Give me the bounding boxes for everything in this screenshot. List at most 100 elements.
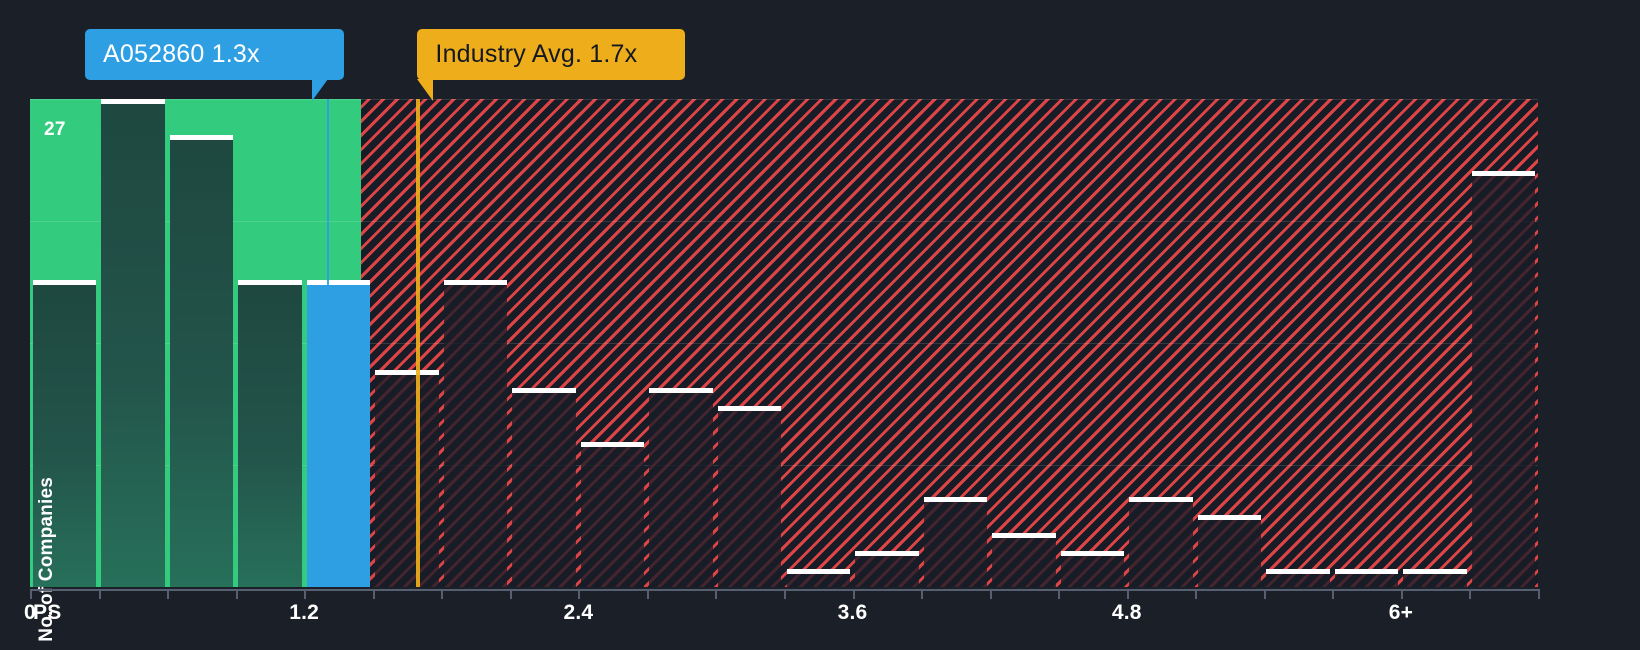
bar-body xyxy=(855,555,919,587)
company-callout-tail xyxy=(312,79,329,101)
bar-body xyxy=(717,411,782,587)
x-axis-tick xyxy=(1469,589,1472,599)
x-axis-tick xyxy=(1195,589,1198,599)
histogram-bar[interactable] xyxy=(649,388,713,587)
bar-cap xyxy=(1060,550,1125,556)
histogram-bar[interactable] xyxy=(1334,568,1399,587)
bar-body xyxy=(786,573,851,587)
bar-cap xyxy=(375,370,439,376)
bar-body xyxy=(580,447,645,587)
x-axis-tick xyxy=(1058,589,1061,599)
x-axis-tick xyxy=(509,589,512,599)
histogram-bar[interactable] xyxy=(855,550,919,587)
x-axis-tick xyxy=(1538,589,1540,599)
company-callout[interactable]: A052860 1.3x xyxy=(85,29,345,80)
bar-body xyxy=(1334,573,1399,587)
bar-cap xyxy=(923,496,988,502)
histogram-bar[interactable] xyxy=(1266,568,1330,587)
bar-cap xyxy=(580,442,645,448)
bar-cap xyxy=(238,279,302,285)
x-axis-tick-label: 4.8 xyxy=(1111,601,1142,624)
x-axis-tick xyxy=(578,589,581,599)
bar-cap xyxy=(1266,568,1330,574)
bar-cap xyxy=(169,135,234,141)
bar-cap xyxy=(101,99,165,104)
histogram-bar[interactable] xyxy=(101,99,165,587)
bar-body xyxy=(169,140,234,587)
x-axis-tick xyxy=(1263,589,1266,599)
x-axis-tick-label: 0 xyxy=(24,601,36,624)
histogram-bar[interactable] xyxy=(923,496,988,587)
bar-body xyxy=(1403,573,1467,587)
overvalued-zone xyxy=(361,99,1538,587)
x-axis-tick xyxy=(304,589,307,599)
histogram-bar[interactable] xyxy=(238,279,302,587)
bar-cap xyxy=(306,279,371,285)
bar-body xyxy=(649,393,713,587)
plot-area xyxy=(30,99,1538,587)
bar-cap xyxy=(1403,568,1467,574)
bar-cap xyxy=(32,279,97,285)
bar-cap xyxy=(1129,496,1193,502)
histogram-bar[interactable] xyxy=(1060,550,1125,587)
bar-cap xyxy=(649,388,713,394)
bar-body xyxy=(923,501,988,587)
x-axis-tick xyxy=(441,589,444,599)
x-axis-tick xyxy=(30,589,32,599)
x-axis-tick xyxy=(235,589,238,599)
bar-cap xyxy=(992,532,1056,538)
industry-callout-tail xyxy=(417,79,434,101)
industry-average-line xyxy=(416,99,421,587)
histogram-bar[interactable] xyxy=(375,370,439,587)
bar-body xyxy=(1197,519,1262,587)
histogram-bar[interactable] xyxy=(1197,514,1262,587)
bar-body xyxy=(992,537,1056,587)
histogram-bar[interactable] xyxy=(169,135,234,587)
histogram-bar[interactable] xyxy=(786,568,851,587)
bar-body xyxy=(101,104,165,587)
x-axis-tick xyxy=(98,589,101,599)
bar-body xyxy=(443,284,508,587)
bar-cap xyxy=(1197,514,1262,520)
bar-body xyxy=(1471,176,1536,587)
histogram-bar[interactable] xyxy=(992,532,1056,587)
industry-callout[interactable]: Industry Avg. 1.7x xyxy=(417,29,686,80)
x-axis-tick xyxy=(646,589,649,599)
x-axis-tick xyxy=(989,589,992,599)
bar-body xyxy=(375,375,439,587)
x-axis-prefix-label: PS xyxy=(33,601,62,624)
bar-cap xyxy=(855,550,919,556)
histogram-bar[interactable] xyxy=(1471,171,1536,587)
x-axis-tick xyxy=(1332,589,1335,599)
bar-cap xyxy=(717,406,782,412)
x-axis-tick xyxy=(784,589,786,599)
bar-body xyxy=(1060,555,1125,587)
x-axis-tick xyxy=(1400,589,1403,599)
x-axis-tick xyxy=(715,589,718,599)
bar-body xyxy=(1266,573,1330,587)
y-max-value-label: 27 xyxy=(44,119,66,140)
histogram-bar[interactable] xyxy=(1403,568,1467,587)
bar-body xyxy=(32,284,97,587)
histogram-bar[interactable] xyxy=(717,406,782,587)
histogram-bar[interactable] xyxy=(32,279,97,587)
x-axis-tick-label: 6+ xyxy=(1388,601,1414,624)
x-axis-tick-label: 1.2 xyxy=(289,601,320,624)
histogram-bar[interactable] xyxy=(443,279,508,587)
industry-callout-label: Industry Avg. 1.7x xyxy=(435,40,638,68)
x-axis-tick xyxy=(852,589,855,599)
company-callout-label: A052860 1.3x xyxy=(103,40,260,68)
histogram-bar[interactable] xyxy=(512,388,576,587)
x-axis-tick xyxy=(372,589,375,599)
histogram-bar[interactable] xyxy=(580,442,645,587)
bar-cap xyxy=(1334,568,1399,574)
bar-body xyxy=(306,284,371,587)
x-axis-tick-label: 2.4 xyxy=(563,601,594,624)
histogram-bar[interactable] xyxy=(306,279,371,587)
histogram-bar[interactable] xyxy=(1129,496,1193,587)
bar-body xyxy=(512,393,576,587)
x-axis-tick xyxy=(1126,589,1129,599)
x-axis-tick xyxy=(921,589,924,599)
bar-cap xyxy=(443,279,508,285)
